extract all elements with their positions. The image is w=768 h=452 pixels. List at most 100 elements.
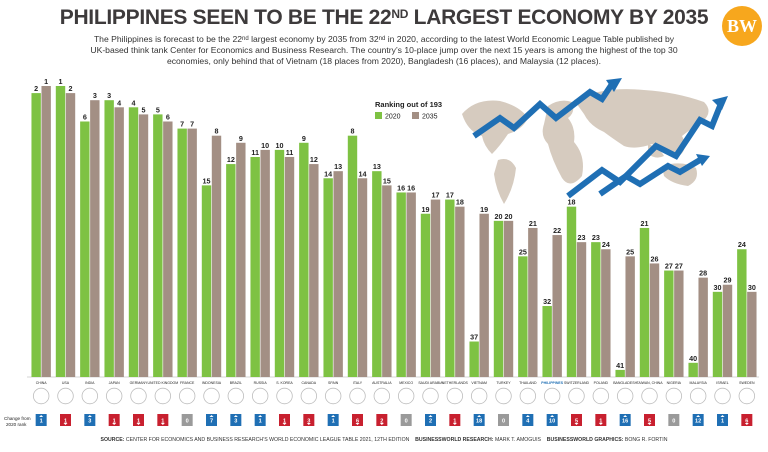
businessworld-logo: BW	[722, 6, 762, 46]
vietnam-flag-icon	[470, 387, 488, 405]
bar-label-2020: 25	[519, 247, 527, 256]
bar-label-2035: 23	[578, 233, 586, 242]
category-label: UNITED KINGDOM	[147, 381, 178, 385]
bar-label-2020: 27	[665, 262, 673, 271]
arrow-down-icon	[647, 423, 652, 425]
bar-label-2020: 21	[641, 219, 649, 228]
saudi-arabia-flag-icon	[422, 387, 439, 405]
category-label: INDONESIA	[202, 381, 222, 385]
change-badge-down	[157, 414, 169, 426]
arrow-down-icon	[452, 423, 457, 425]
chart-subtitle: The Philippines is forecast to be the 22…	[90, 34, 678, 66]
bar-label-2035: 17	[432, 191, 440, 200]
change-value: 1	[40, 419, 43, 425]
bars-group: 21CHINA112USA163INDIA334JAPAN145GERMANY1…	[27, 77, 759, 426]
subtitle-part: in 2020, according to the latest World E…	[90, 34, 678, 66]
bar-2020	[445, 199, 455, 377]
bar-2020	[299, 142, 309, 377]
legend-title: Ranking out of 193	[375, 100, 442, 109]
bar-2020	[688, 362, 698, 377]
growth-arrow-line	[598, 157, 702, 197]
change-badge-down	[133, 414, 144, 426]
category-label: ISRAEL	[716, 381, 729, 385]
uk-flag-icon	[154, 387, 172, 405]
arrow-down-icon	[355, 423, 360, 425]
bar-2035	[649, 263, 660, 377]
bar-2035	[722, 284, 733, 377]
bar-label-2035: 27	[675, 262, 683, 271]
germany-flag-icon	[130, 387, 147, 405]
bar-2035	[138, 114, 149, 377]
bar-2020	[226, 164, 236, 377]
category-label: CANADA	[302, 381, 317, 385]
bar-2035	[333, 171, 343, 377]
change-badge-down	[571, 414, 582, 426]
bar-2020	[372, 171, 382, 377]
bar-label-2020: 41	[616, 361, 624, 370]
bar-label-2020: 9	[302, 134, 306, 143]
arrow-down-icon	[744, 423, 749, 425]
bar-label-2035: 14	[359, 169, 367, 178]
bar-label-2020: 3	[107, 91, 111, 100]
category-label: JAPAN	[109, 381, 120, 385]
graphics-name: BONG R. FORTIN	[623, 437, 668, 443]
arrow-up-icon	[331, 415, 336, 417]
subtitle-sup: nd	[242, 36, 249, 42]
bar-2020	[420, 213, 431, 377]
growth-arrow-line	[566, 104, 723, 199]
bar-2035	[382, 185, 392, 377]
bangladesh-flag-icon	[616, 387, 634, 405]
change-value: 16	[622, 419, 628, 425]
change-badge-zero	[400, 414, 412, 426]
arrow-up-icon	[258, 415, 263, 417]
change-value: 3	[88, 419, 91, 425]
change-value: 10	[549, 419, 555, 425]
bar-2035	[309, 164, 319, 377]
change-value: 0	[672, 419, 675, 425]
china-flag-icon	[32, 387, 50, 405]
bar-label-2020: 40	[689, 354, 697, 363]
bar-label-2020: 6	[83, 112, 87, 121]
arrow-up-icon	[87, 415, 92, 417]
change-value: 1	[161, 419, 164, 425]
continent-shape	[574, 89, 709, 158]
change-value: 0	[502, 419, 505, 425]
subtitle-sup: nd	[378, 36, 386, 42]
category-label: MEXICO	[399, 381, 413, 385]
bar-2020	[128, 107, 139, 377]
bar-2020	[664, 270, 674, 377]
spain-flag-icon	[324, 387, 342, 405]
bar-2035	[601, 249, 611, 377]
bar-label-2035: 12	[310, 155, 318, 164]
sweden-flag-icon	[738, 387, 756, 405]
legend-swatch-2035	[412, 112, 419, 119]
arrow-up-icon	[550, 415, 555, 417]
bar-2035	[430, 199, 441, 377]
change-value: 12	[695, 419, 701, 425]
research-name: MARK T. AMOGUIS	[493, 437, 541, 443]
change-value: 0	[405, 419, 408, 425]
title-main: PHILIPPINES SEEN TO BE THE 22	[59, 6, 392, 29]
bar-2035	[674, 270, 684, 377]
category-label: BRAZIL	[230, 381, 242, 385]
bar-label-2035: 22	[553, 226, 561, 235]
bar-label-2035: 2	[69, 84, 73, 93]
arrow-down-icon	[63, 423, 68, 425]
france-flag-icon	[178, 387, 196, 405]
change-badge-down	[376, 414, 388, 426]
bar-2020	[542, 306, 552, 377]
legend-swatch-2020	[375, 112, 382, 119]
bar-2035	[260, 149, 270, 377]
bar-2020	[153, 114, 163, 377]
arrow-down-icon	[136, 423, 141, 425]
change-badge-up	[546, 414, 558, 426]
change-badge-down	[644, 414, 655, 426]
bar-2035	[90, 100, 100, 377]
bar-label-2035: 19	[480, 205, 488, 214]
bar-label-2020: 11	[251, 148, 259, 157]
arrow-down-icon	[112, 423, 117, 425]
change-value: 7	[210, 419, 213, 425]
bar-2035	[41, 86, 51, 377]
bar-label-2035: 29	[724, 276, 732, 285]
legend-label-2020: 2020	[385, 114, 401, 121]
